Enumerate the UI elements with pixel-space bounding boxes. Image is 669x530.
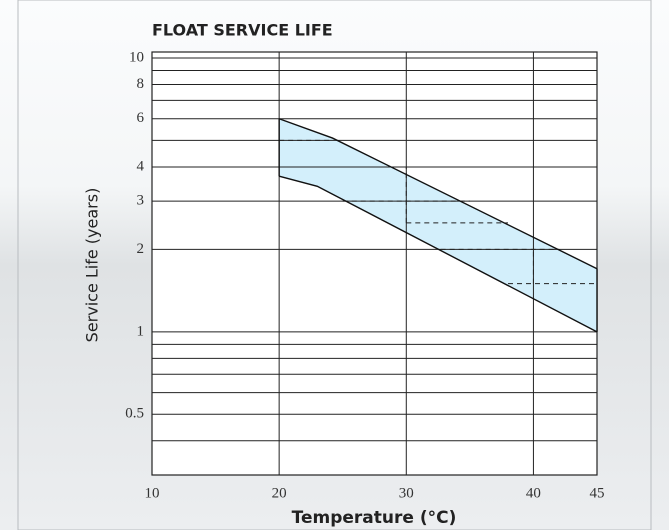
panel-border bbox=[17, 0, 652, 530]
y-tick-label: 4 bbox=[137, 158, 145, 174]
x-axis-label: Temperature (°C) bbox=[292, 508, 457, 528]
x-tick-label: 20 bbox=[272, 485, 287, 501]
band-edge bbox=[278, 118, 598, 270]
y-tick-label: 6 bbox=[137, 110, 145, 126]
y-tick-label: 8 bbox=[137, 76, 145, 92]
band-fill bbox=[279, 118, 597, 332]
x-tick-label: 45 bbox=[590, 485, 605, 501]
y-tick-label: 10 bbox=[129, 49, 144, 65]
x-tick-label: 30 bbox=[399, 485, 414, 501]
x-tick-label: 10 bbox=[145, 485, 160, 501]
y-tick-label: 3 bbox=[137, 193, 145, 209]
y-tick-label: 1 bbox=[137, 323, 145, 339]
chart-title: FLOAT SERVICE LIFE bbox=[152, 21, 333, 40]
band-edge bbox=[278, 175, 598, 333]
y-tick-label: 0.5 bbox=[125, 406, 144, 422]
y-tick-label: 2 bbox=[137, 241, 145, 257]
x-tick-label: 40 bbox=[526, 485, 541, 501]
y-axis-label: Service Life (years) bbox=[83, 188, 102, 343]
